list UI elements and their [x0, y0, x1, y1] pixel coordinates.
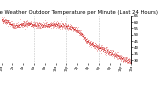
Title: Milwaukee Weather Outdoor Temperature per Minute (Last 24 Hours): Milwaukee Weather Outdoor Temperature pe…	[0, 10, 158, 15]
